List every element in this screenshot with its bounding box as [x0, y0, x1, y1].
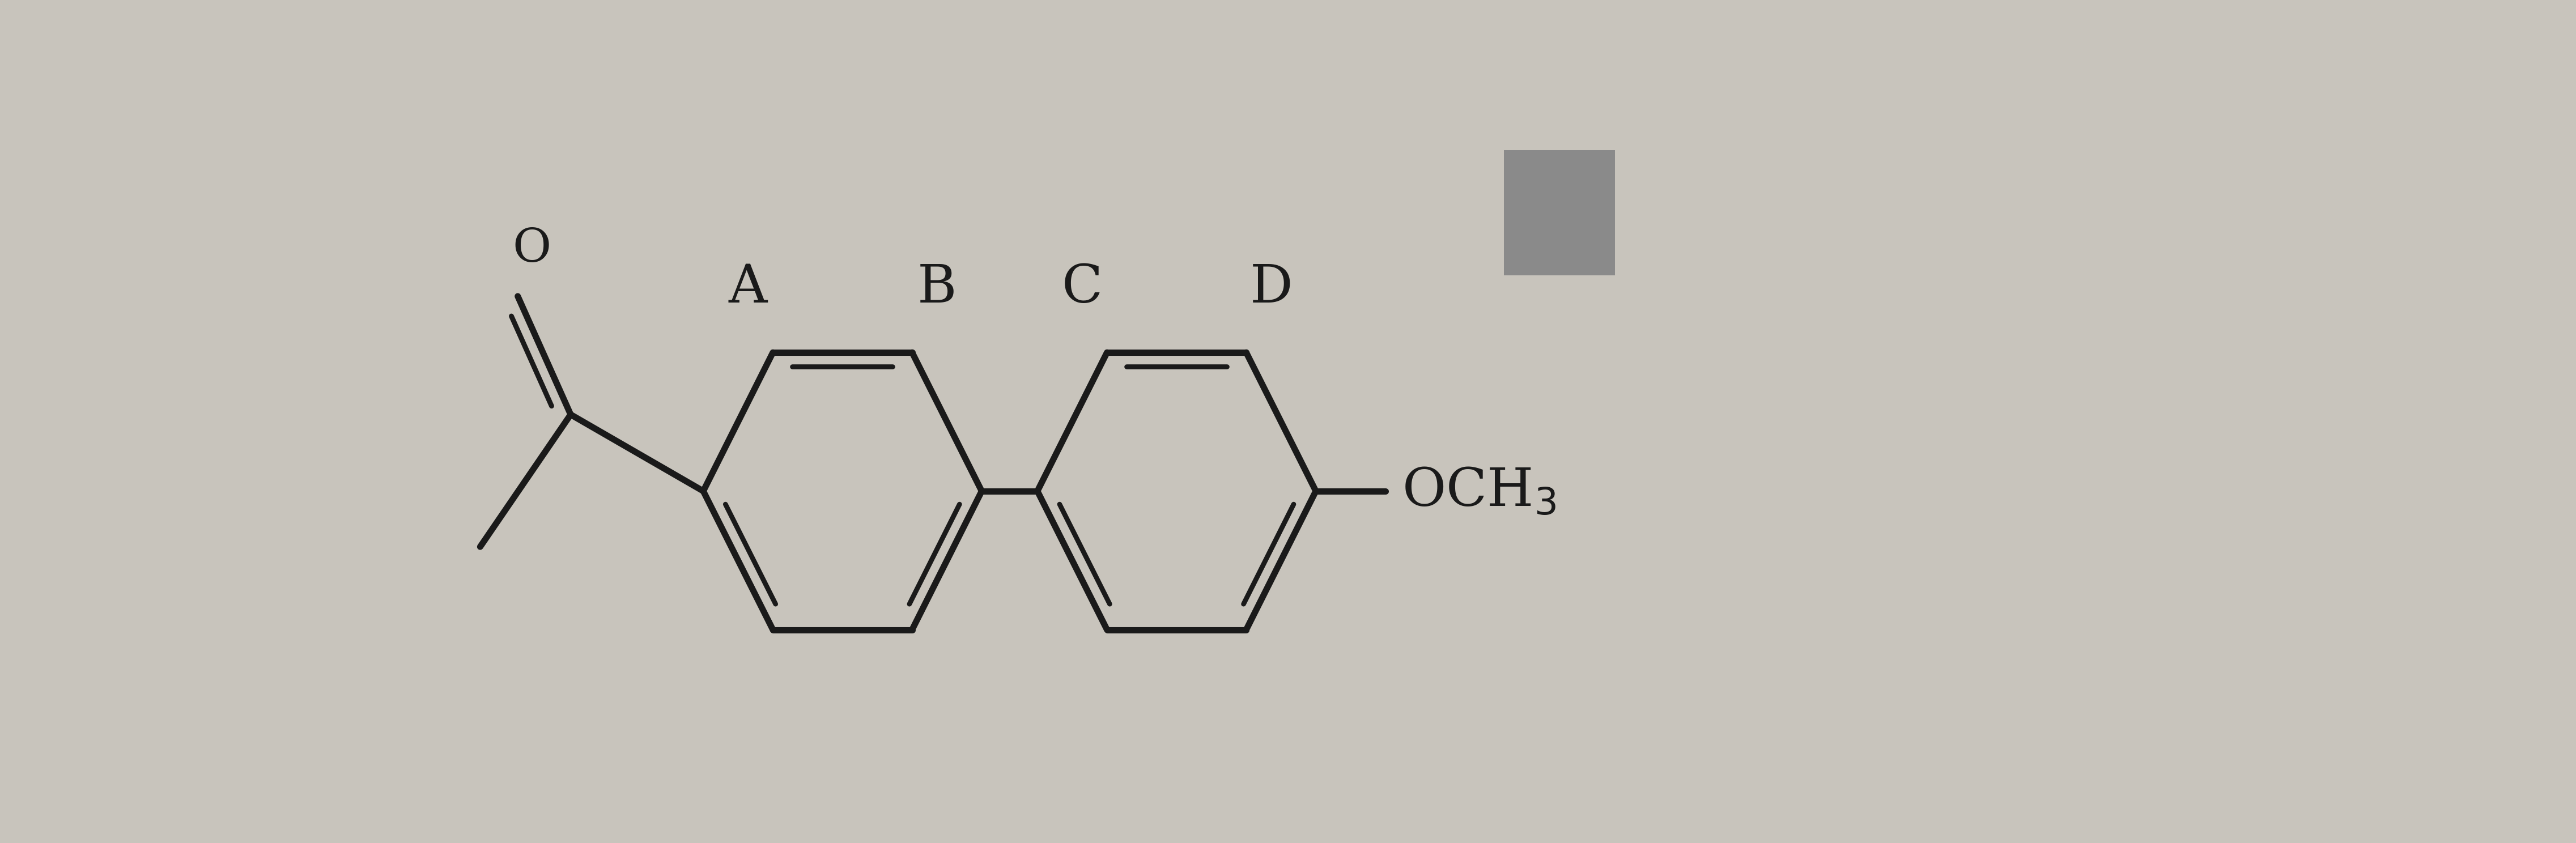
- Text: D: D: [1249, 262, 1293, 314]
- Text: C: C: [1061, 262, 1103, 314]
- Text: O: O: [513, 226, 551, 271]
- Text: A: A: [729, 262, 768, 314]
- Text: B: B: [917, 262, 956, 314]
- Text: OCH$_3$: OCH$_3$: [1401, 465, 1556, 517]
- FancyBboxPatch shape: [1504, 150, 1615, 276]
